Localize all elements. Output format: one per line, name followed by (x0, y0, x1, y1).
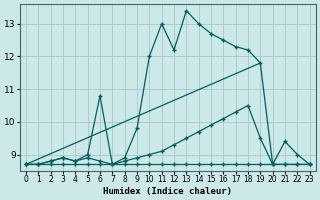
X-axis label: Humidex (Indice chaleur): Humidex (Indice chaleur) (103, 187, 232, 196)
